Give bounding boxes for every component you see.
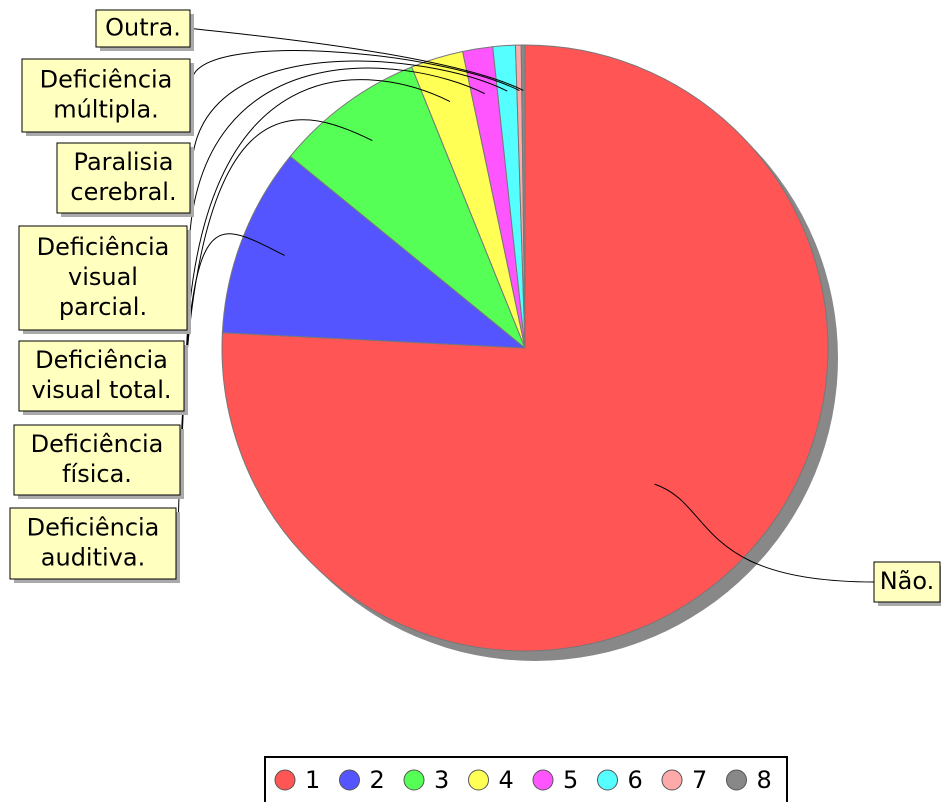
leader-line	[191, 28, 524, 91]
legend-swatch	[661, 769, 683, 791]
legend-label: 4	[499, 766, 514, 794]
slice-label: Deficiência auditiva.	[27, 514, 160, 572]
label-line: visual total.	[31, 376, 171, 404]
slice-label: Outra.	[105, 14, 181, 42]
label-line: Deficiência	[31, 430, 164, 458]
label-line: auditiva.	[41, 544, 145, 572]
label-box	[18, 225, 188, 331]
slice-label: Deficiência física.	[31, 430, 164, 488]
legend-label: 2	[370, 766, 385, 794]
leader-line	[188, 67, 485, 247]
label-line: múltipla.	[53, 96, 159, 124]
leader-line	[654, 483, 875, 583]
label-box	[13, 424, 181, 496]
label-line: Deficiência	[35, 346, 168, 374]
label-line: Outra.	[105, 14, 181, 42]
legend-label: 5	[563, 766, 578, 794]
slice-label: Paralisia cerebral.	[70, 148, 176, 206]
legend-swatch	[532, 769, 554, 791]
slice-label: Deficiência múltipla.	[40, 66, 173, 124]
legend-label: 6	[628, 766, 643, 794]
label-line: Paralisia	[74, 148, 174, 176]
legend-swatch	[468, 769, 489, 791]
legend-swatch	[597, 769, 618, 791]
label-line: cerebral.	[70, 178, 176, 206]
legend-label: 1	[305, 766, 320, 794]
slice-label: Deficiência visual total.	[31, 346, 171, 404]
legend-label: 7	[692, 766, 707, 794]
slice-label: Não.	[880, 567, 935, 595]
leader-line	[181, 119, 373, 446]
slice-label: Deficiência visual parcial.	[37, 233, 170, 321]
pie-slice	[520, 44, 526, 349]
leader-line	[191, 50, 520, 91]
pie-slice	[289, 66, 526, 349]
legend-label: 3	[434, 766, 449, 794]
label-box	[56, 142, 191, 214]
label-line: Deficiência	[37, 233, 170, 261]
pie-slice	[221, 155, 527, 349]
legend-swatch	[403, 769, 425, 791]
label-box	[873, 561, 941, 603]
legend-swatch	[274, 769, 296, 791]
label-box	[9, 507, 177, 580]
legend-swatch	[339, 769, 360, 791]
label-box	[95, 9, 191, 48]
label-line: visual	[68, 263, 138, 291]
label-line: física.	[62, 460, 132, 488]
leader-line	[185, 79, 451, 362]
leader-line	[191, 60, 508, 164]
label-box	[21, 58, 191, 133]
label-line: parcial.	[59, 293, 147, 321]
label-line: Deficiência	[27, 514, 160, 542]
label-line: Não.	[880, 567, 935, 595]
legend-label: 8	[757, 766, 772, 794]
label-line: Deficiência	[40, 66, 173, 94]
legend-swatch	[726, 769, 747, 791]
label-box	[18, 340, 185, 412]
